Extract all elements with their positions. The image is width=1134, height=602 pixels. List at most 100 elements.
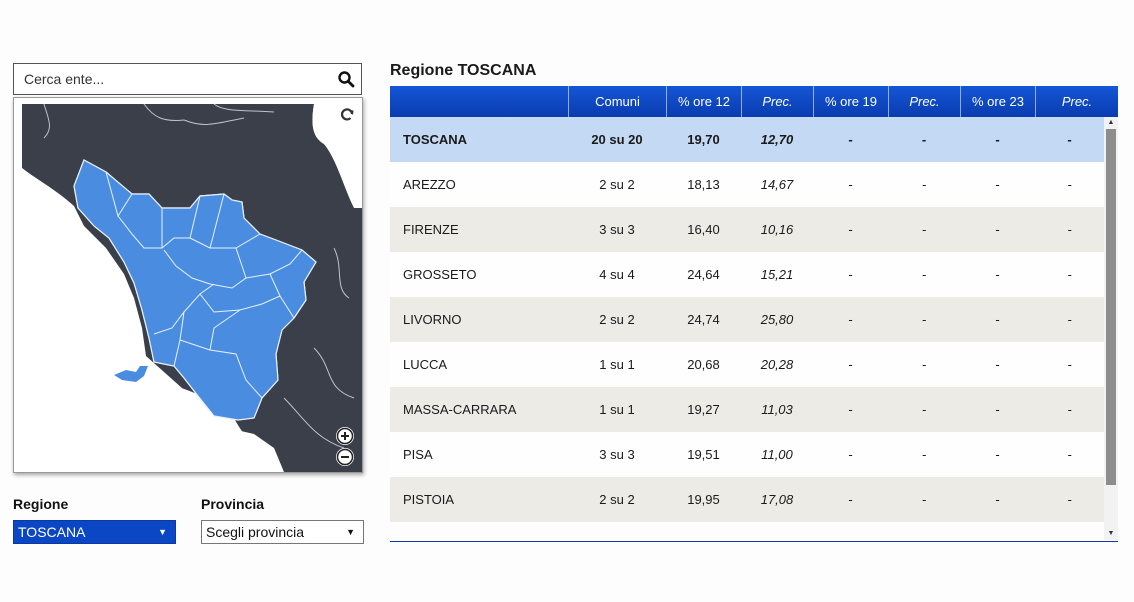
table-cell-prec23: - [1067, 492, 1072, 507]
header-cell-prec19[interactable]: Prec. [888, 86, 960, 117]
table-cell-name[interactable]: FIRENZE [403, 222, 459, 237]
header-cell-ore19[interactable]: % ore 19 [813, 86, 888, 117]
table-cell-ore23: - [995, 132, 1000, 147]
table-cell-ore19: - [848, 312, 853, 327]
table-row[interactable]: PISA 3 su 3 19,51 11,00 - - - - [390, 432, 1104, 477]
table-cell-prec19: - [921, 492, 927, 507]
table-cell-ore23: - [995, 492, 1000, 507]
table-cell-ore23: - [995, 357, 1000, 372]
table-cell-prec19: - [921, 312, 927, 327]
search-icon[interactable] [337, 70, 355, 88]
table-cell-name[interactable]: PISTOIA [403, 492, 455, 507]
table-cell-comuni: 3 su 3 [599, 447, 635, 462]
table-cell-ore23: - [995, 222, 1000, 237]
table-row[interactable]: FIRENZE 3 su 3 16,40 10,16 - - - - [390, 207, 1104, 252]
table-cell-ore12: 18,13 [687, 177, 720, 192]
table-cell-prec23: - [1067, 312, 1072, 327]
regione-label: Regione [13, 496, 69, 512]
zoom-out-icon[interactable] [336, 448, 354, 466]
refresh-icon[interactable] [338, 106, 356, 124]
table-row[interactable]: AREZZO 2 su 2 18,13 14,67 - - - - [390, 162, 1104, 207]
table-cell-prec19: - [921, 402, 927, 417]
table-cell-ore23: - [995, 312, 1000, 327]
chevron-down-icon: ▼ [346, 527, 355, 537]
table-cell-ore19: - [848, 132, 853, 147]
table-cell-comuni: 3 su 3 [599, 222, 635, 237]
search-input[interactable] [14, 64, 324, 94]
table-cell-prec19: - [921, 177, 927, 192]
table-cell-ore19: - [848, 222, 853, 237]
table-cell-comuni: 1 su 1 [599, 357, 635, 372]
table-cell-ore19: - [848, 492, 853, 507]
table-cell-name[interactable]: LIVORNO [403, 312, 462, 327]
table-cell-name[interactable]: PISA [403, 447, 433, 462]
table-cell-prec19: - [921, 222, 927, 237]
table-cell-ore12: 19,95 [687, 492, 720, 507]
table-cell-prec12: 14,67 [760, 177, 794, 192]
table-cell-prec23: - [1067, 357, 1072, 372]
zoom-in-icon[interactable] [336, 427, 354, 445]
header-cell-prec23[interactable]: Prec. [1035, 86, 1118, 117]
header-cell-ore23[interactable]: % ore 23 [960, 86, 1035, 117]
table-cell-ore19: - [848, 447, 853, 462]
table-cell-prec12: 11,03 [761, 402, 793, 417]
table-cell-prec12: 12,70 [760, 132, 794, 147]
table-cell-ore12: 20,68 [687, 357, 720, 372]
table-cell-comuni: 4 su 4 [599, 267, 635, 282]
table-cell-name[interactable]: GROSSETO [403, 267, 477, 282]
table-cell-comuni: 2 su 2 [599, 177, 635, 192]
table-row[interactable]: MASSA-CARRARA 1 su 1 19,27 11,03 - - - - [390, 387, 1104, 432]
provincia-select[interactable]: Scegli provincia ▼ [201, 520, 364, 544]
scroll-up-icon[interactable]: ▲ [1107, 119, 1115, 126]
table-cell-prec23: - [1067, 132, 1072, 147]
header-cell-comuni[interactable]: Comuni [568, 86, 666, 117]
table-row[interactable]: GROSSETO 4 su 4 24,64 15,21 - - - - [390, 252, 1104, 297]
scrollbar[interactable]: ▲ ▼ [1104, 117, 1118, 540]
regione-select[interactable]: TOSCANA ▼ [13, 520, 176, 544]
table-cell-prec23: - [1067, 447, 1072, 462]
table-row[interactable]: PISTOIA 2 su 2 19,95 17,08 - - - - [390, 477, 1104, 522]
table-cell-prec12: 17,08 [760, 492, 794, 507]
table-cell-ore12: 19,27 [687, 402, 720, 417]
table-cell-prec12: 20,28 [760, 357, 794, 372]
table-cell-comuni: 2 su 2 [599, 492, 635, 507]
table-cell-name[interactable]: TOSCANA [403, 132, 468, 147]
table-cell-ore12: 19,70 [687, 132, 720, 147]
table-cell-prec12: 10,16 [760, 222, 794, 237]
table-cell-ore19: - [848, 357, 853, 372]
table-cell-prec12: 15,21 [760, 267, 794, 282]
table-cell-ore19: - [848, 267, 853, 282]
table-row[interactable]: LUCCA 1 su 1 20,68 20,28 - - - - [390, 342, 1104, 387]
table-cell-prec12: 11,00 [761, 447, 793, 462]
table-cell-comuni: 20 su 20 [591, 132, 643, 147]
table-cell-prec23: - [1067, 267, 1072, 282]
table-cell-ore12: 24,64 [687, 267, 720, 282]
table-bottom-border [390, 541, 1118, 542]
provincia-label: Provincia [201, 496, 265, 512]
table-cell-prec19: - [921, 447, 927, 462]
table-cell-prec23: - [1067, 402, 1072, 417]
header-cell-ore12[interactable]: % ore 12 [666, 86, 741, 117]
table-cell-ore12: 16,40 [687, 222, 720, 237]
table-cell-ore12: 19,51 [687, 447, 720, 462]
table-cell-ore23: - [995, 402, 1000, 417]
region-map[interactable] [13, 97, 363, 473]
table-row[interactable]: LIVORNO 2 su 2 24,74 25,80 - - - - [390, 297, 1104, 342]
table-cell-prec19: - [921, 267, 927, 282]
scrollbar-thumb[interactable] [1106, 129, 1116, 485]
table-cell-name[interactable]: LUCCA [403, 357, 448, 372]
table-cell-ore23: - [995, 447, 1000, 462]
table-row-total[interactable]: TOSCANA 20 su 20 19,70 12,70 - - - - [390, 117, 1104, 162]
table-cell-comuni: 2 su 2 [599, 312, 635, 327]
table-cell-ore19: - [848, 177, 853, 192]
table-cell-ore23: - [995, 267, 1000, 282]
table-cell-prec12: 25,80 [760, 312, 794, 327]
header-cell-prec12[interactable]: Prec. [741, 86, 813, 117]
table-cell-ore12: 24,74 [687, 312, 720, 327]
table-cell-prec23: - [1067, 177, 1072, 192]
table-cell-name[interactable]: MASSA-CARRARA [403, 402, 517, 417]
scroll-down-icon[interactable]: ▼ [1107, 530, 1115, 537]
page-title: Regione TOSCANA [390, 62, 537, 79]
table-cell-name[interactable]: AREZZO [403, 177, 456, 192]
regione-select-value: TOSCANA [18, 524, 86, 540]
